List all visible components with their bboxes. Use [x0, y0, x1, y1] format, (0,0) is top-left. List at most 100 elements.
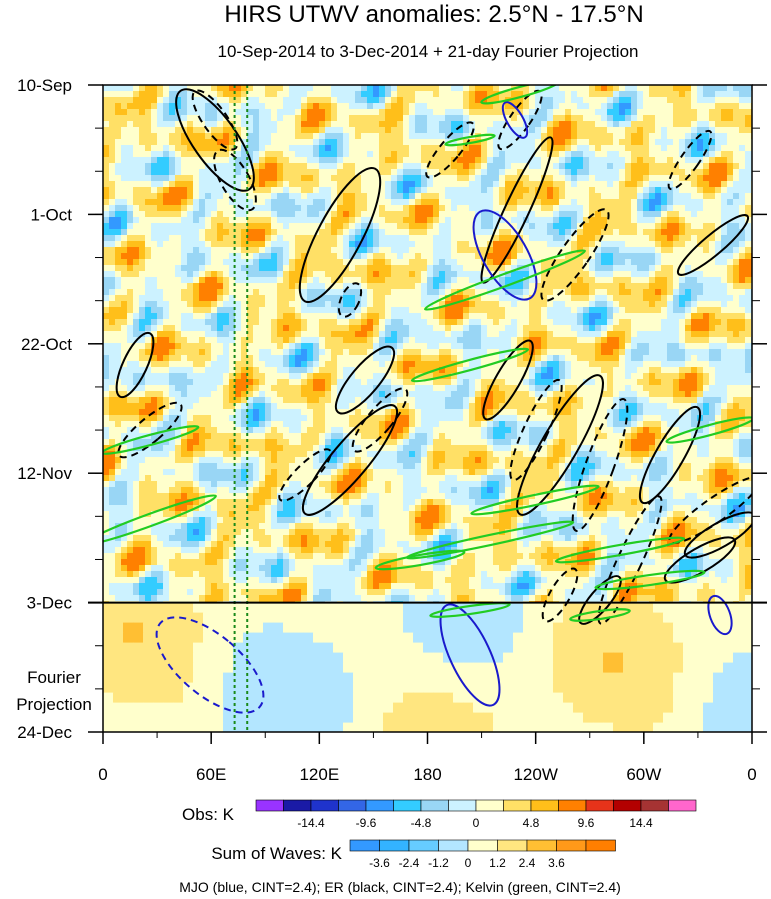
er-contour	[578, 575, 622, 625]
colorbar-tick-label: -9.6	[356, 816, 377, 830]
colorbar-swatch	[338, 799, 367, 812]
er-contour	[117, 401, 183, 459]
er-contour	[213, 148, 257, 212]
y-tick-label: 22-Oct	[21, 335, 72, 354]
mjo-contour	[501, 101, 529, 139]
colorbar-swatch	[255, 799, 284, 812]
x-tick-label: 180	[413, 765, 441, 784]
waves-colorbar-label: Sum of Waves: K	[211, 844, 342, 863]
kelvin-contour	[103, 425, 200, 455]
colorbar-swatch	[640, 799, 669, 812]
y-axis: 10-Sep 1-Oct 22-Oct 12-Nov 3-Dec 24-Dec	[17, 76, 767, 742]
kelvin-contour	[103, 494, 217, 546]
colorbar-swatch	[365, 799, 394, 812]
er-contour	[541, 567, 579, 623]
colorbar-swatch	[393, 799, 422, 812]
contour-legend: MJO (blue, CINT=2.4); ER (black, CINT=2.…	[179, 879, 621, 895]
x-tick-label: 60W	[626, 765, 661, 784]
colorbar-swatch	[379, 839, 410, 852]
er-contour	[115, 331, 155, 399]
colorbar-swatch	[526, 839, 557, 852]
forecast-label-line2: Projection	[16, 695, 92, 714]
forecast-label-line1: Fourier	[27, 668, 81, 687]
colorbar-tick-label: -2.4	[399, 856, 420, 870]
anomaly-field	[103, 85, 752, 732]
colorbar-swatch	[503, 799, 532, 812]
kelvin-contour	[665, 416, 752, 444]
kelvin-contour	[569, 608, 631, 622]
colorbar-tick-label: 14.4	[629, 816, 653, 830]
colorbar-tick-label: 3.6	[548, 856, 565, 870]
colorbar-swatch	[475, 799, 504, 812]
colorbar-tick-label: 1.2	[489, 856, 506, 870]
y-tick-label: 24-Dec	[17, 723, 72, 742]
colorbar-swatch	[585, 839, 616, 852]
colorbar-swatch	[420, 799, 449, 812]
er-contour	[298, 166, 382, 304]
colorbar-swatch	[283, 799, 312, 812]
er-contour	[337, 282, 363, 318]
obs-colorbar: -14.4 -9.6 -4.8 0 4.8 9.6 14.4	[255, 799, 697, 830]
colorbar-tick-label: -4.8	[411, 816, 432, 830]
colorbar-tick-label: -14.4	[297, 816, 325, 830]
er-contour	[509, 378, 563, 482]
y-tick-label: 1-Oct	[30, 205, 72, 224]
waves-colorbar: -3.6 -2.4 -1.2 0 1.2 2.4 3.6	[349, 839, 616, 870]
wave-contours	[103, 85, 752, 732]
kelvin-contour	[374, 549, 466, 571]
er-contour	[482, 339, 534, 421]
chart-title: HIRS UTWV anomalies: 2.5°N - 17.5°N	[224, 1, 643, 28]
colorbar-swatch	[558, 799, 587, 812]
er-contour	[301, 404, 399, 516]
er-contour	[278, 448, 332, 502]
x-tick-label: 0	[98, 765, 107, 784]
er-contour	[676, 214, 750, 276]
er-contour	[516, 374, 604, 516]
x-tick-label: 120W	[513, 765, 557, 784]
er-contour	[663, 536, 737, 584]
x-tick-label: 60E	[196, 765, 226, 784]
colorbar-swatch	[438, 839, 469, 852]
er-contour	[638, 405, 702, 505]
er-contour	[351, 387, 409, 453]
kelvin-contour	[429, 602, 511, 618]
kelvin-contour	[554, 536, 686, 564]
mjo-contour	[155, 616, 265, 714]
kelvin-contour	[423, 249, 587, 311]
colorbar-swatch	[349, 839, 380, 852]
x-tick-label: 0	[747, 765, 756, 784]
colorbar-tick-label: 0	[473, 816, 480, 830]
chart-subtitle: 10-Sep-2014 to 3-Dec-2014 + 21-day Fouri…	[218, 42, 639, 61]
kelvin-contour	[470, 484, 600, 516]
colorbar-tick-label: 2.4	[519, 856, 536, 870]
er-contour	[571, 398, 629, 532]
y-tick-label: 3-Dec	[27, 594, 73, 613]
y-tick-label: 12-Nov	[17, 464, 72, 483]
colorbar-swatch	[497, 839, 528, 852]
x-axis: 0 60E 120E 180 120W 60W 0	[98, 732, 757, 784]
colorbar-swatch	[530, 799, 559, 812]
mjo-contour	[472, 209, 538, 301]
colorbar-swatch	[467, 839, 498, 852]
colorbar-swatch	[408, 839, 439, 852]
er-contour	[667, 129, 713, 191]
colorbar-swatch	[310, 799, 339, 812]
colorbar-swatch	[585, 799, 614, 812]
kelvin-contour	[480, 85, 560, 105]
colorbar-swatch	[668, 799, 697, 812]
colorbar-tick-label: 9.6	[578, 816, 595, 830]
colorbar-swatch	[556, 839, 587, 852]
kelvin-contour	[410, 347, 530, 383]
colorbar-swatch	[448, 799, 477, 812]
colorbar-tick-label: 0	[465, 856, 472, 870]
colorbar-tick-label: -1.2	[428, 856, 449, 870]
er-contour	[425, 121, 475, 179]
kelvin-contour	[594, 569, 706, 591]
obs-colorbar-label: Obs: K	[182, 805, 235, 824]
colorbar-tick-label: 4.8	[523, 816, 540, 830]
y-tick-label: 10-Sep	[17, 76, 72, 95]
mjo-contour	[439, 603, 501, 707]
colorbar-swatch	[613, 799, 642, 812]
colorbar-tick-label: -3.6	[369, 856, 390, 870]
